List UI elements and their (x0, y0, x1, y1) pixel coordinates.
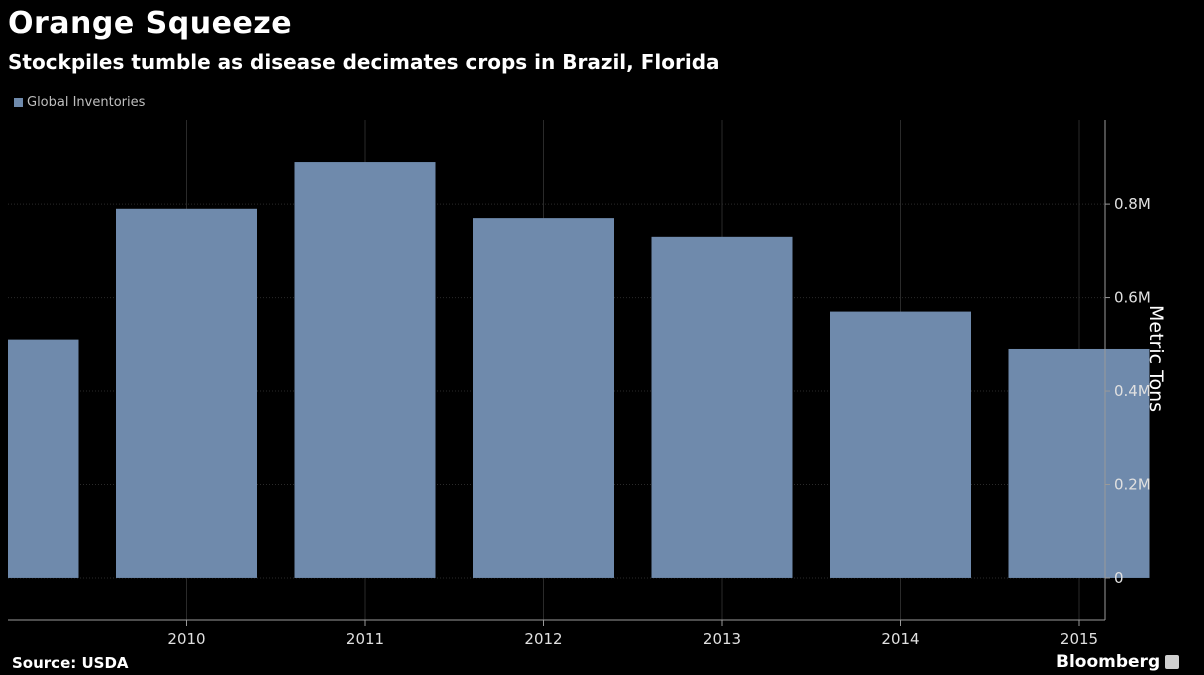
x-tick-label-2015: 2015 (1060, 630, 1098, 648)
x-tick-label-2014: 2014 (881, 630, 919, 648)
legend: Global Inventories (14, 95, 145, 110)
source-note: Source: USDA (12, 654, 129, 672)
bar-2015 (1008, 348, 1150, 578)
x-tick-label-2011: 2011 (346, 630, 384, 648)
y-tick-label: 0 (1114, 569, 1124, 587)
brand-name: Bloomberg (1056, 652, 1161, 672)
y-axis-label: Metric Tons (1145, 305, 1167, 413)
bar-2014 (830, 311, 971, 578)
legend-label: Global Inventories (27, 95, 146, 110)
chart-title: Orange Squeeze (8, 6, 293, 41)
y-tick-label: 0.2M (1114, 475, 1151, 493)
bar-2012 (473, 218, 614, 578)
legend-swatch (14, 98, 23, 107)
bar-2009 (8, 339, 79, 578)
x-tick-label-2013: 2013 (703, 630, 741, 648)
bar-2013 (651, 236, 793, 578)
y-tick-label: 0.6M (1114, 289, 1151, 307)
chart-subtitle: Stockpiles tumble as disease decimates c… (8, 50, 720, 74)
bar-2010 (116, 208, 257, 578)
x-tick-label-2010: 2010 (167, 630, 205, 648)
bloomberg-logo-icon (1165, 655, 1180, 669)
y-tick-label: 0.8M (1114, 195, 1151, 213)
x-tick-label-2012: 2012 (524, 630, 562, 648)
brand-logo: Bloomberg (1056, 652, 1180, 672)
y-tick-label: 0.4M (1114, 382, 1151, 400)
bar-2011 (294, 162, 436, 578)
